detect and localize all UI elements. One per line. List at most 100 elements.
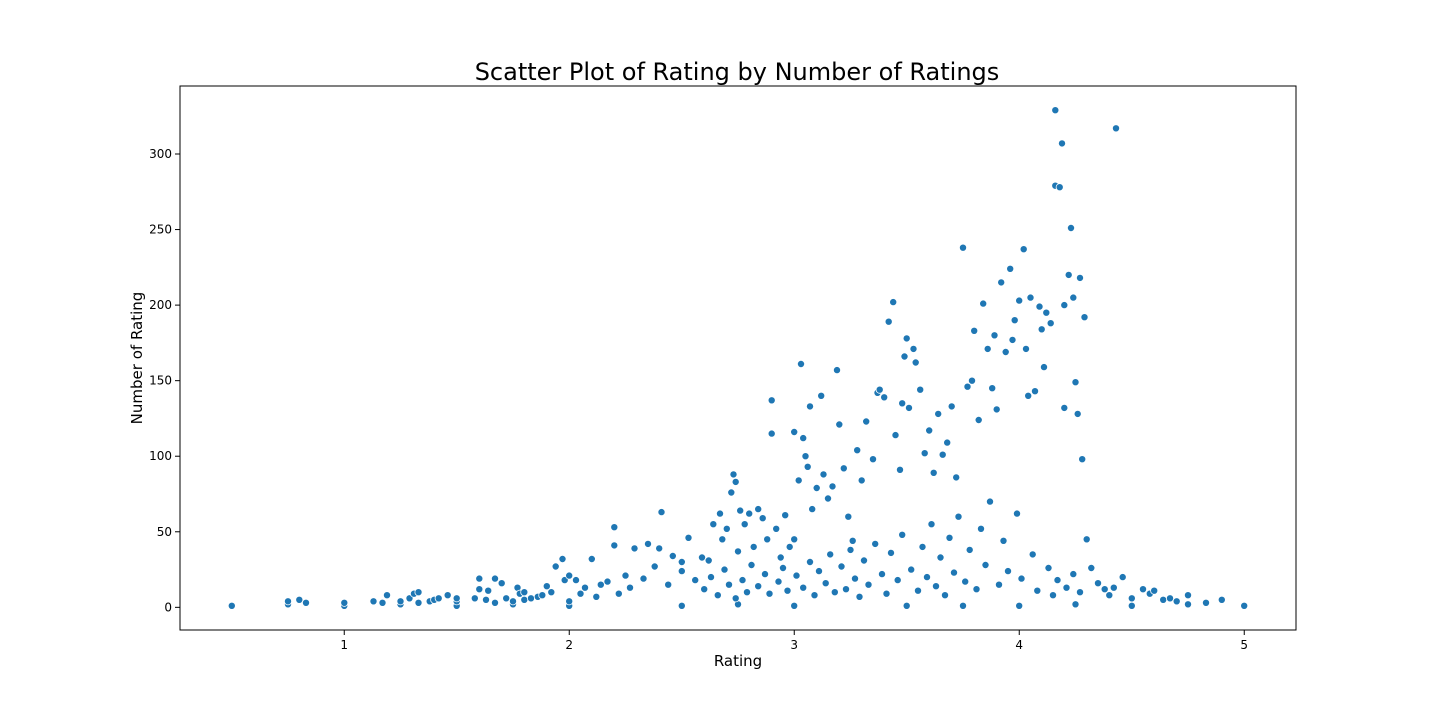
- data-point: [1078, 455, 1087, 464]
- data-point: [898, 399, 907, 408]
- data-point: [1015, 601, 1024, 610]
- data-point: [731, 477, 740, 486]
- data-point: [869, 455, 878, 464]
- data-point: [794, 476, 803, 485]
- data-point: [983, 344, 992, 353]
- data-point: [677, 567, 686, 576]
- y-axis: 0 50 100 150 200 250 300: [149, 147, 180, 614]
- data-point: [909, 344, 918, 353]
- data-point: [968, 376, 977, 385]
- data-point: [947, 402, 956, 411]
- data-point: [965, 545, 974, 554]
- data-point: [1112, 124, 1121, 133]
- x-axis: 1 2 3 4 5: [340, 630, 1248, 652]
- data-point: [887, 548, 896, 557]
- data-point: [490, 574, 499, 583]
- x-tick-label: 5: [1240, 638, 1248, 652]
- data-point: [1184, 600, 1193, 609]
- data-point: [1202, 598, 1211, 607]
- data-point: [1217, 595, 1226, 604]
- data-point: [603, 577, 612, 586]
- data-point: [1150, 586, 1159, 595]
- data-point: [731, 594, 740, 603]
- data-point: [1049, 591, 1058, 600]
- data-point: [1240, 601, 1249, 610]
- data-point: [520, 588, 529, 597]
- data-point: [767, 396, 776, 405]
- data-point: [1062, 583, 1071, 592]
- data-point: [945, 533, 954, 542]
- data-point: [1031, 387, 1040, 396]
- data-point: [684, 533, 693, 542]
- data-point: [704, 556, 713, 565]
- data-point: [779, 564, 788, 573]
- data-point: [502, 594, 511, 603]
- data-point: [767, 429, 776, 438]
- data-point: [747, 561, 756, 570]
- data-point: [758, 514, 767, 523]
- data-point: [941, 591, 950, 600]
- data-point: [396, 597, 405, 606]
- data-point: [797, 359, 806, 368]
- data-point: [677, 558, 686, 567]
- data-point: [900, 352, 909, 361]
- data-point: [734, 547, 743, 556]
- data-point: [997, 278, 1006, 287]
- data-point: [547, 588, 556, 597]
- data-point: [925, 426, 934, 435]
- data-point: [1010, 316, 1019, 325]
- data-point: [851, 574, 860, 583]
- data-point: [824, 494, 833, 503]
- data-point: [929, 468, 938, 477]
- data-point: [542, 582, 551, 591]
- data-point: [596, 580, 605, 589]
- x-tick-label: 1: [340, 638, 348, 652]
- data-point: [938, 450, 947, 459]
- data-point: [790, 601, 799, 610]
- data-point: [875, 385, 884, 394]
- data-point: [882, 589, 891, 598]
- data-point: [475, 585, 484, 594]
- data-point: [1028, 550, 1037, 559]
- data-point: [1024, 391, 1033, 400]
- data-point: [1166, 594, 1175, 603]
- data-point: [860, 556, 869, 565]
- data-point: [781, 511, 790, 520]
- data-point: [774, 577, 783, 586]
- data-point: [565, 571, 574, 580]
- data-point: [817, 391, 826, 400]
- data-point: [806, 402, 815, 411]
- data-point: [558, 555, 567, 564]
- data-point: [1060, 301, 1069, 310]
- data-point: [700, 585, 709, 594]
- data-point: [1013, 509, 1022, 518]
- data-point: [1064, 270, 1073, 279]
- data-point: [936, 553, 945, 562]
- data-point: [990, 331, 999, 340]
- data-point: [1046, 319, 1055, 328]
- data-point: [227, 601, 236, 610]
- data-point: [1058, 139, 1067, 148]
- data-point: [736, 506, 745, 515]
- data-point: [754, 582, 763, 591]
- data-point: [1067, 223, 1076, 232]
- data-point: [835, 420, 844, 429]
- data-point: [896, 465, 905, 474]
- data-point: [934, 409, 943, 418]
- data-point: [914, 586, 923, 595]
- data-point: [1105, 591, 1114, 600]
- data-point: [382, 591, 391, 600]
- data-point: [842, 585, 851, 594]
- data-point: [799, 434, 808, 443]
- data-point: [1008, 335, 1017, 344]
- data-point: [1127, 594, 1136, 603]
- data-point: [520, 595, 529, 604]
- data-point: [916, 385, 925, 394]
- data-point: [815, 567, 824, 576]
- data-point: [826, 550, 835, 559]
- data-point: [837, 562, 846, 571]
- data-point: [943, 438, 952, 447]
- data-point: [821, 579, 830, 588]
- data-point: [1184, 591, 1193, 600]
- data-point: [1094, 579, 1103, 588]
